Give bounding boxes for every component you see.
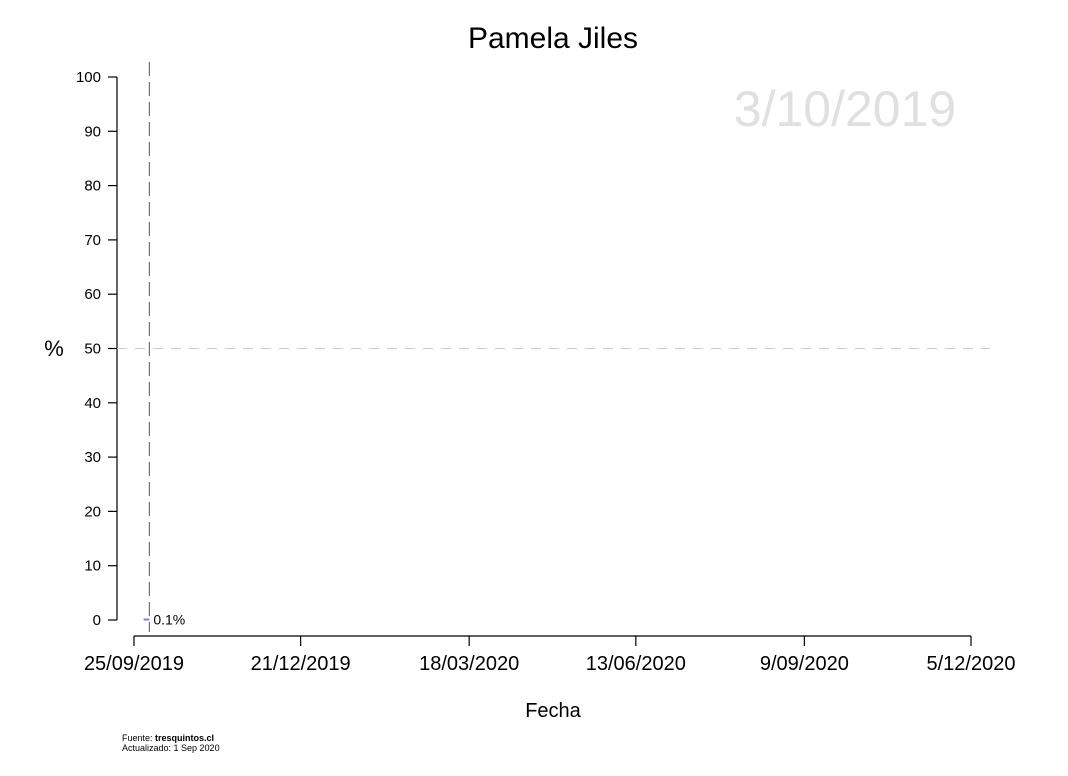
y-tick-label: 20 [84, 503, 101, 520]
x-tick-label: 9/09/2020 [760, 653, 849, 675]
x-tick-label: 18/03/2020 [419, 653, 519, 675]
y-tick-label: 50 [84, 341, 101, 358]
x-tick-label: 21/12/2019 [251, 653, 351, 675]
y-tick-label: 60 [84, 286, 101, 303]
footer: Fuente: tresquintos.cl Actualizado: 1 Se… [122, 733, 220, 753]
y-tick-label: 30 [84, 449, 101, 466]
x-tick-label: 25/09/2019 [84, 653, 184, 675]
x-tick-label: 13/06/2020 [586, 653, 686, 675]
footer-source: Fuente: tresquintos.cl [122, 733, 220, 743]
x-axis: 25/09/2019 21/12/2019 18/03/2020 13/06/2020… [84, 635, 1016, 675]
y-tick-label: 0 [93, 612, 101, 629]
y-tick-label: 80 [84, 178, 101, 195]
footer-source-prefix: Fuente: [122, 733, 156, 743]
y-axis-label: % [44, 336, 64, 361]
footer-source-link[interactable]: tresquintos.cl [155, 733, 215, 743]
series-end-label: 0.1% [153, 611, 185, 627]
x-tick-label: 5/12/2020 [927, 653, 1016, 675]
series-group: 0.1% [143, 611, 185, 627]
y-tick-label: 90 [84, 123, 101, 140]
y-tick-label: 40 [84, 395, 101, 412]
x-axis-label: Fecha [525, 700, 581, 722]
chart-title: Pamela Jiles [468, 22, 638, 55]
y-tick-label: 100 [76, 69, 101, 86]
y-tick-label: 10 [84, 558, 101, 575]
y-axis: 0 10 20 30 40 50 60 70 80 90 100 [76, 69, 118, 629]
y-tick-label: 70 [84, 232, 101, 249]
footer-updated: Actualizado: 1 Sep 2020 [122, 743, 220, 753]
date-watermark: 3/10/2019 [734, 81, 956, 137]
reference-lines [117, 62, 990, 632]
